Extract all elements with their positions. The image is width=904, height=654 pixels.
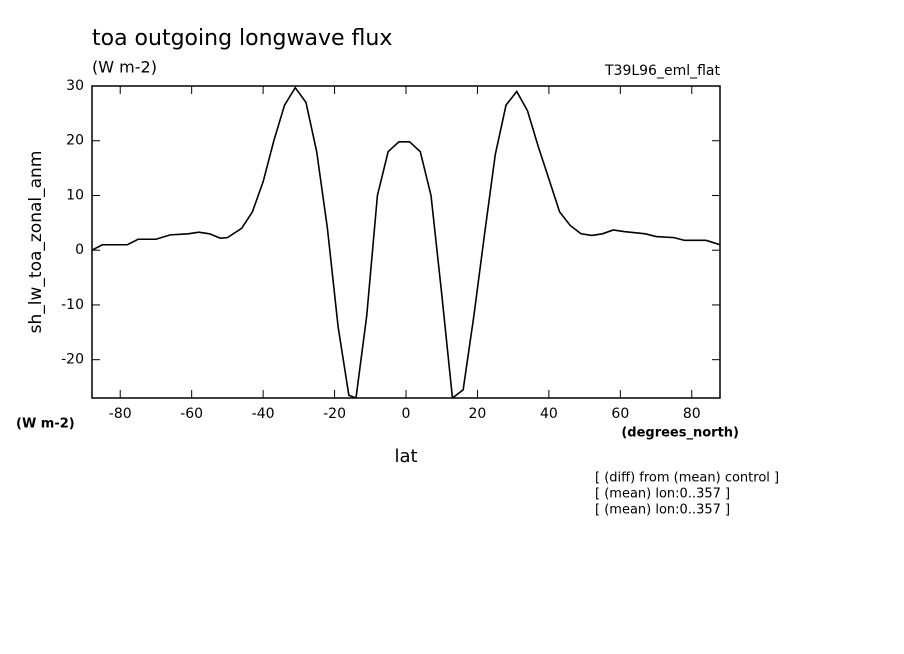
y-tick-label: 10 — [66, 187, 84, 203]
x-tick-label: 80 — [683, 406, 701, 422]
chart-title: toa outgoing longwave flux — [92, 26, 392, 51]
plot-frame — [91, 85, 721, 399]
y-tick-label: -10 — [61, 297, 84, 313]
x-units: (degrees_north) — [621, 426, 739, 441]
note: [ (mean) lon:0..357 ] — [595, 487, 730, 502]
x-tick-label: 40 — [540, 406, 558, 422]
x-tick-label: 20 — [469, 406, 487, 422]
y-tick-label: 0 — [75, 242, 84, 258]
x-tick-label: 60 — [611, 406, 629, 422]
subtitle: (W m-2) — [92, 58, 157, 77]
note: [ (diff) from (mean) control ] — [595, 471, 779, 486]
x-tick-label: -80 — [109, 406, 132, 422]
y-units: (W m-2) — [16, 417, 75, 432]
dataset-label: T39L96_eml_flat — [604, 63, 721, 79]
x-tick-label: 0 — [402, 406, 411, 422]
data-line — [92, 86, 720, 398]
x-axis-label: lat — [394, 446, 417, 467]
y-tick-label: -20 — [61, 352, 84, 368]
y-tick-label: 30 — [66, 78, 84, 94]
x-tick-label: -40 — [252, 406, 275, 422]
y-axis-label: sh_lw_toa_zonal_anm — [26, 151, 46, 334]
x-tick-label: -20 — [323, 406, 346, 422]
x-tick-label: -60 — [180, 406, 203, 422]
note: [ (mean) lon:0..357 ] — [595, 503, 730, 518]
y-tick-label: 20 — [66, 133, 84, 149]
